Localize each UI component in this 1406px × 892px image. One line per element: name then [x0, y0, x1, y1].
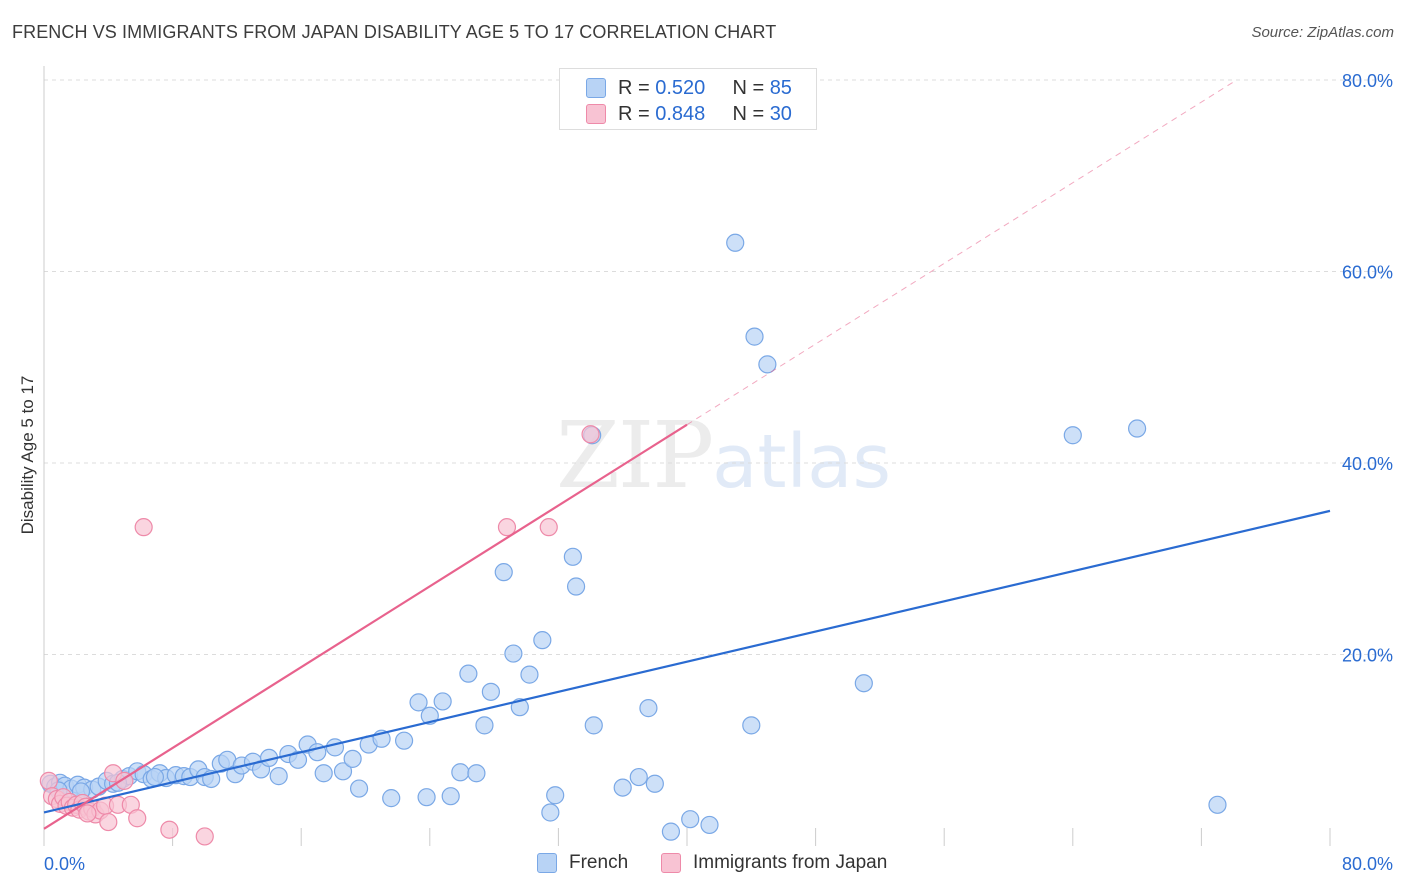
- legend-swatch-french: [586, 78, 606, 98]
- data-point-french: [854, 674, 873, 693]
- data-point-japan: [134, 518, 153, 537]
- data-point-french: [409, 693, 428, 712]
- x-tick-label-min: 0.0%: [44, 854, 85, 874]
- data-point-japan: [39, 771, 58, 790]
- data-point-french: [700, 815, 719, 835]
- data-point-french: [451, 763, 470, 782]
- legend-n-label: N =: [732, 77, 765, 99]
- chart-title: FRENCH VS IMMIGRANTS FROM JAPAN DISABILI…: [12, 22, 777, 42]
- data-point-french: [742, 716, 761, 735]
- data-point-japan: [581, 425, 600, 444]
- data-point-french: [758, 355, 777, 374]
- data-point-french: [629, 767, 648, 787]
- data-point-french: [349, 779, 369, 798]
- data-point-french: [343, 749, 362, 768]
- data-point-french: [541, 803, 560, 822]
- data-point-french: [325, 738, 345, 757]
- data-point-french: [333, 762, 353, 781]
- data-point-japan: [99, 812, 118, 832]
- data-point-japan: [160, 820, 179, 839]
- data-point-french: [1208, 795, 1227, 814]
- data-point-japan: [497, 518, 517, 537]
- tick-label-layer: 20.0% 40.0% 60.0% 80.0% 0.0% 80.0%: [44, 71, 1393, 874]
- data-point-french: [639, 699, 658, 718]
- data-point-french: [661, 822, 681, 841]
- data-point-french: [546, 786, 565, 805]
- data-point-french: [645, 774, 664, 793]
- data-point-french: [459, 664, 478, 683]
- legend-r-label: R =: [618, 103, 650, 125]
- source-label: Source: ZipAtlas.com: [1251, 24, 1394, 41]
- data-point-french: [613, 778, 632, 797]
- legend-r-value-french: 0.520: [655, 77, 706, 99]
- data-point-french: [563, 547, 582, 566]
- y-tick-label: 20.0%: [1342, 646, 1393, 666]
- points-layer: [39, 233, 1227, 846]
- trend-line-dashed-japan: [686, 81, 1234, 426]
- data-point-japan: [128, 809, 147, 828]
- data-point-french: [681, 810, 700, 829]
- data-point-french: [494, 563, 513, 582]
- data-point-french: [504, 644, 523, 663]
- watermark-atlas: atlas: [712, 419, 891, 505]
- data-point-french: [314, 764, 333, 783]
- legend-swatch-japan: [586, 104, 606, 124]
- y-tick-label: 80.0%: [1342, 71, 1393, 91]
- data-point-french: [584, 716, 603, 735]
- data-point-japan: [195, 827, 214, 846]
- data-point-french: [745, 327, 764, 346]
- y-tick-label: 40.0%: [1342, 454, 1393, 474]
- trend-line-french: [43, 509, 1331, 814]
- legend-n-label: N =: [732, 103, 765, 125]
- data-point-japan: [539, 518, 558, 537]
- data-point-french: [441, 787, 460, 806]
- data-point-french: [382, 789, 401, 808]
- legend-r-label: R =: [618, 77, 650, 99]
- legend-text-french: R = 0.520 N = 85: [618, 77, 792, 100]
- data-point-french: [394, 731, 414, 750]
- x-tick-label-max: 80.0%: [1342, 854, 1393, 874]
- data-point-french: [417, 788, 436, 807]
- data-point-french: [533, 631, 552, 650]
- axis-layer: [43, 66, 1331, 846]
- trend-layer: [43, 81, 1331, 830]
- data-point-french: [566, 577, 586, 596]
- legend-n-value-french: 85: [769, 77, 792, 99]
- y-axis-label: Disability Age 5 to 17: [18, 375, 37, 535]
- data-point-french: [1127, 419, 1147, 438]
- data-point-french: [269, 767, 288, 786]
- data-point-french: [520, 665, 539, 684]
- bottom-legend-swatch-french: [537, 853, 557, 873]
- data-point-japan: [78, 804, 97, 823]
- data-point-french: [467, 764, 486, 783]
- legend-n-value-japan: 30: [769, 103, 792, 125]
- data-point-french: [481, 682, 500, 701]
- legend-r-value-japan: 0.848: [655, 103, 706, 125]
- bottom-legend-swatch-japan: [661, 853, 681, 873]
- data-point-french: [726, 233, 745, 252]
- legend-text-japan: R = 0.848 N = 30: [618, 103, 792, 126]
- data-point-french: [288, 750, 308, 769]
- bottom-legend-label-french: French: [569, 852, 629, 873]
- data-point-french: [145, 767, 165, 787]
- y-tick-label: 60.0%: [1342, 263, 1393, 283]
- bottom-legend-label-japan: Immigrants from Japan: [693, 852, 888, 873]
- data-point-french: [433, 692, 452, 711]
- correlation-legend: R = 0.520 N = 85 R = 0.848 N = 30: [559, 68, 817, 130]
- data-point-french: [1063, 426, 1082, 445]
- trend-line-japan: [43, 423, 688, 830]
- grid-layer: [44, 79, 1392, 655]
- data-point-french: [475, 716, 494, 735]
